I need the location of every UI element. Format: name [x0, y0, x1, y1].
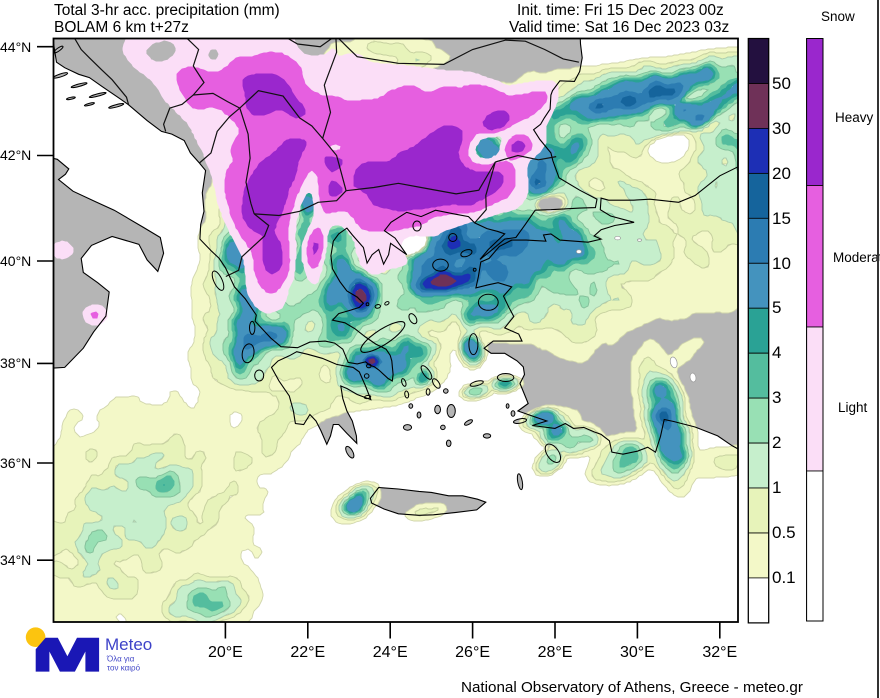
svg-text:τον καιρό: τον καιρό [107, 664, 141, 673]
svg-text:Όλα για: Όλα για [106, 655, 135, 664]
svg-text:Meteo: Meteo [105, 635, 152, 654]
